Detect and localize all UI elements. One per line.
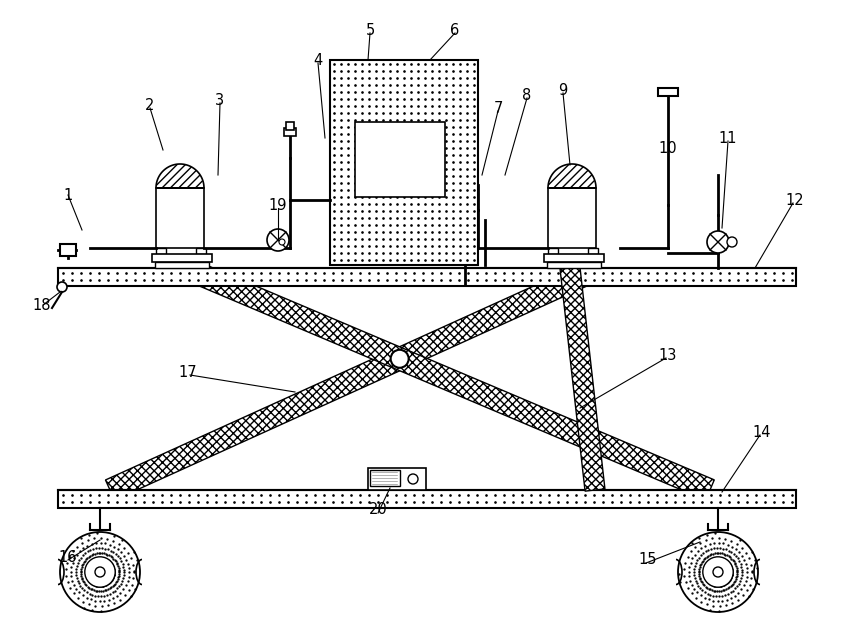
Polygon shape [156,164,204,188]
Bar [284,128,296,136]
Text: 17: 17 [179,365,198,379]
Circle shape [727,237,737,247]
Bar [544,254,604,262]
Bar [156,248,166,254]
Circle shape [279,239,285,245]
Circle shape [391,350,409,368]
Circle shape [60,532,140,612]
Bar [548,248,558,254]
Bar [658,88,678,96]
Text: 8: 8 [522,88,532,102]
Bar [155,262,209,268]
Circle shape [57,282,67,292]
Bar [355,122,445,197]
Text: 11: 11 [719,131,737,146]
Circle shape [703,557,734,587]
Text: 19: 19 [268,198,287,213]
Text: 3: 3 [216,93,225,108]
Text: 16: 16 [59,551,78,565]
Bar [156,188,204,248]
Bar [152,254,212,262]
Bar [368,468,426,490]
Circle shape [267,229,289,251]
Text: 13: 13 [659,348,677,363]
Text: 15: 15 [639,553,657,567]
Circle shape [707,231,729,253]
Bar [58,268,796,286]
Text: 6: 6 [451,23,459,37]
Bar [58,490,796,508]
Text: 7: 7 [493,100,503,115]
Text: 2: 2 [146,97,155,113]
Text: 18: 18 [32,298,51,312]
Bar [196,248,206,254]
Text: 12: 12 [786,193,804,207]
Bar [60,244,76,256]
Text: 9: 9 [558,82,567,97]
Circle shape [678,532,758,612]
Text: 4: 4 [314,53,323,68]
Text: 20: 20 [369,502,388,518]
Bar [588,248,598,254]
Polygon shape [560,267,605,491]
Text: 1: 1 [63,187,72,202]
Bar [548,188,596,248]
Bar [330,60,478,265]
Circle shape [85,557,115,587]
Polygon shape [106,258,605,500]
Text: 5: 5 [366,23,375,37]
Circle shape [408,474,418,484]
Text: 10: 10 [659,140,677,155]
Circle shape [95,567,105,577]
Polygon shape [181,258,714,500]
Bar [547,262,601,268]
Circle shape [713,567,723,577]
Bar [370,470,400,486]
Bar [286,122,294,130]
Text: 14: 14 [753,424,771,439]
Polygon shape [548,164,596,188]
